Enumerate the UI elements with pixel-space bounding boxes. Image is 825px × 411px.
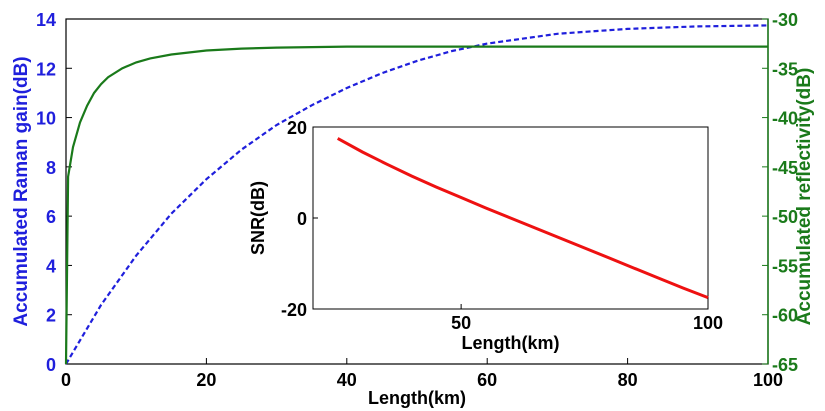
y-tick-label-right: -50: [772, 207, 798, 227]
x-tick-label: 80: [618, 370, 638, 390]
y-tick-label-right: -30: [772, 10, 798, 30]
x-axis-label: Length(km): [368, 388, 466, 408]
y-tick-label-left: 0: [46, 355, 56, 375]
y-tick-label-left: 10: [36, 109, 56, 129]
inset-y-axis-label: SNR(dB): [248, 181, 268, 255]
y-tick-label-left: 8: [46, 158, 56, 178]
x-tick-label: 20: [196, 370, 216, 390]
y-axis-label-right: Accumulated reflectivity(dB): [794, 68, 815, 326]
y-tick-label-right: -45: [772, 158, 798, 178]
inset-x-axis-label: Length(km): [462, 333, 560, 353]
inset-x-tick-label: 100: [693, 313, 723, 333]
inset-y-ticks: -20 0 20: [281, 118, 318, 320]
y-tick-label-left: 4: [46, 256, 56, 276]
inset-y-tick-label: 20: [287, 118, 307, 138]
y-tick-label-left: 12: [36, 59, 56, 79]
inset-series: [336, 137, 709, 300]
x-tick-label: 0: [61, 370, 71, 390]
main-y-ticks-left: 0 2 4 6 8 10 12 14: [36, 10, 72, 375]
inset-x-ticks: 50 100: [451, 304, 723, 333]
x-tick-label: 40: [337, 370, 357, 390]
main-y-ticks-right: -65 -60 -55 -50 -45 -40 -35 -30: [762, 10, 798, 375]
y-tick-label-left: 2: [46, 306, 56, 326]
y-tick-label-left: 14: [36, 10, 56, 30]
raman-gain-series-line: [65, 24, 769, 365]
main-x-ticks: 0 20 40 60 80 100: [61, 358, 783, 390]
x-tick-label: 60: [477, 370, 497, 390]
main-series: [64, 24, 769, 365]
y-tick-label-right: -65: [772, 355, 798, 375]
inset-x-tick-label: 50: [451, 313, 471, 333]
y-tick-label-right: -35: [772, 59, 798, 79]
inset-y-tick-label: -20: [281, 300, 307, 320]
y-tick-label-right: -40: [772, 109, 798, 129]
snr-series-line: [336, 137, 709, 300]
y-tick-label-right: -55: [772, 256, 798, 276]
y-tick-label-left: 6: [46, 207, 56, 227]
reflectivity-series-line: [64, 45, 768, 365]
y-axis-label-left: Accumulated Raman gain(dB): [11, 56, 32, 326]
y-tick-label-right: -60: [772, 306, 798, 326]
inset-y-tick-label: 0: [297, 209, 307, 229]
x-tick-label: 100: [753, 370, 783, 390]
